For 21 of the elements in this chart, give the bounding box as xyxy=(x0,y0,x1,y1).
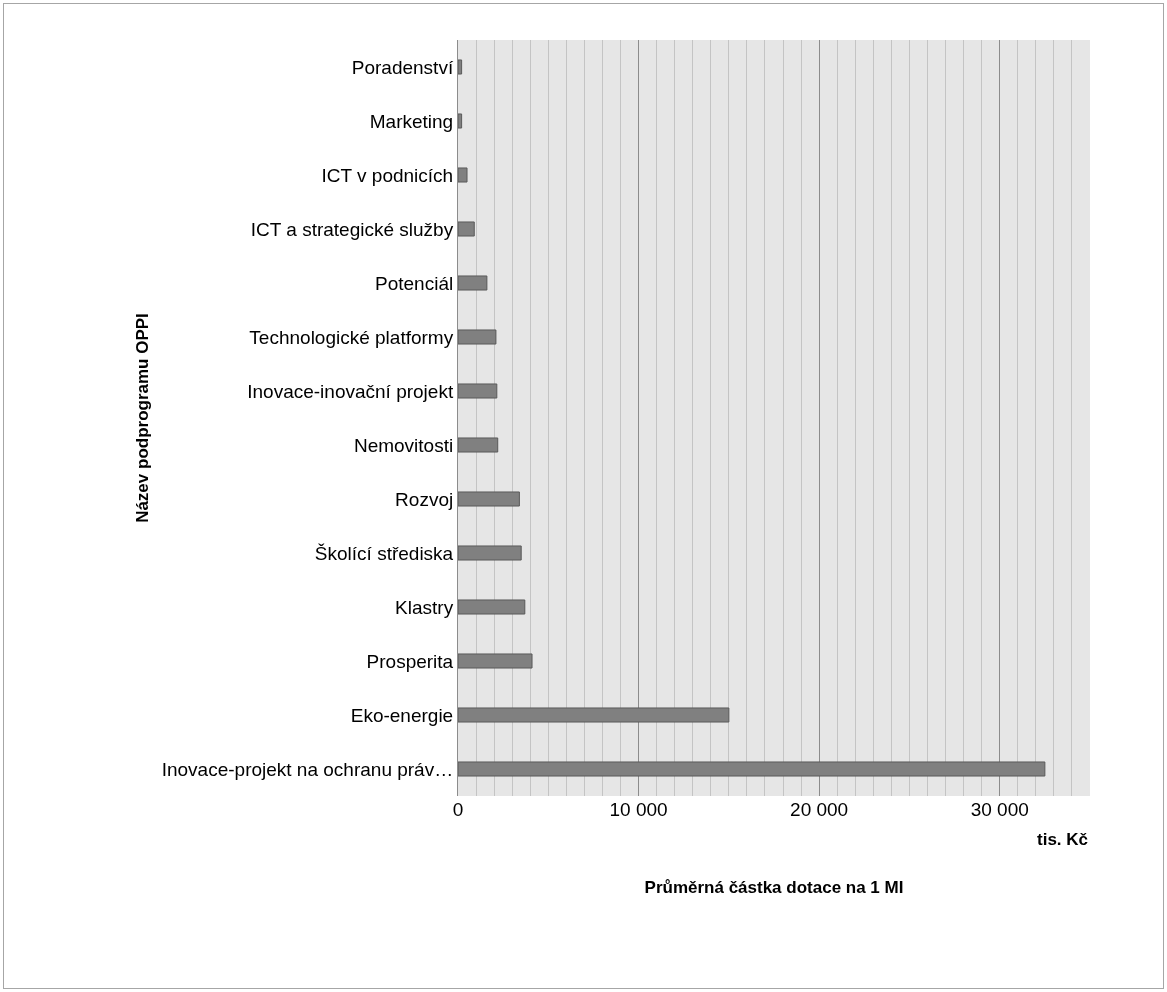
y-tick-label: Rozvoj xyxy=(395,488,454,510)
y-tick-label: Poradenství xyxy=(351,56,454,78)
y-tick-label: Nemovitosti xyxy=(353,434,454,456)
y-tick-label: ICT a strategické služby xyxy=(250,218,454,240)
x-tick-label: 0 xyxy=(452,799,464,820)
y-tick-label: Prosperita xyxy=(366,650,454,672)
x-tick-label: 20 000 xyxy=(790,799,849,820)
y-axis-title: Název podprogramu OPPI xyxy=(133,313,153,523)
y-tick-label: Eko-energie xyxy=(350,704,454,726)
y-tick-label: Technologické platformy xyxy=(249,326,454,348)
y-tick-label: ICT v podnicích xyxy=(321,164,454,186)
text: tis. Kč xyxy=(1037,830,1089,849)
y-tick-label: Klastry xyxy=(395,596,454,618)
y-tick-label: Inovace-projekt na ochranu práv… xyxy=(161,758,454,780)
x-tick-label: 10 000 xyxy=(609,799,668,820)
y-tick-label: Školící střediska xyxy=(314,542,454,564)
y-tick-label: Inovace-inovační projekt xyxy=(247,380,454,402)
x-tick-label: 30 000 xyxy=(970,799,1029,820)
x-axis-title: Průměrná částka dotace na 1 MI xyxy=(644,878,904,898)
y-tick-label: Potenciál xyxy=(375,272,454,294)
y-tick-label: Marketing xyxy=(369,110,454,132)
